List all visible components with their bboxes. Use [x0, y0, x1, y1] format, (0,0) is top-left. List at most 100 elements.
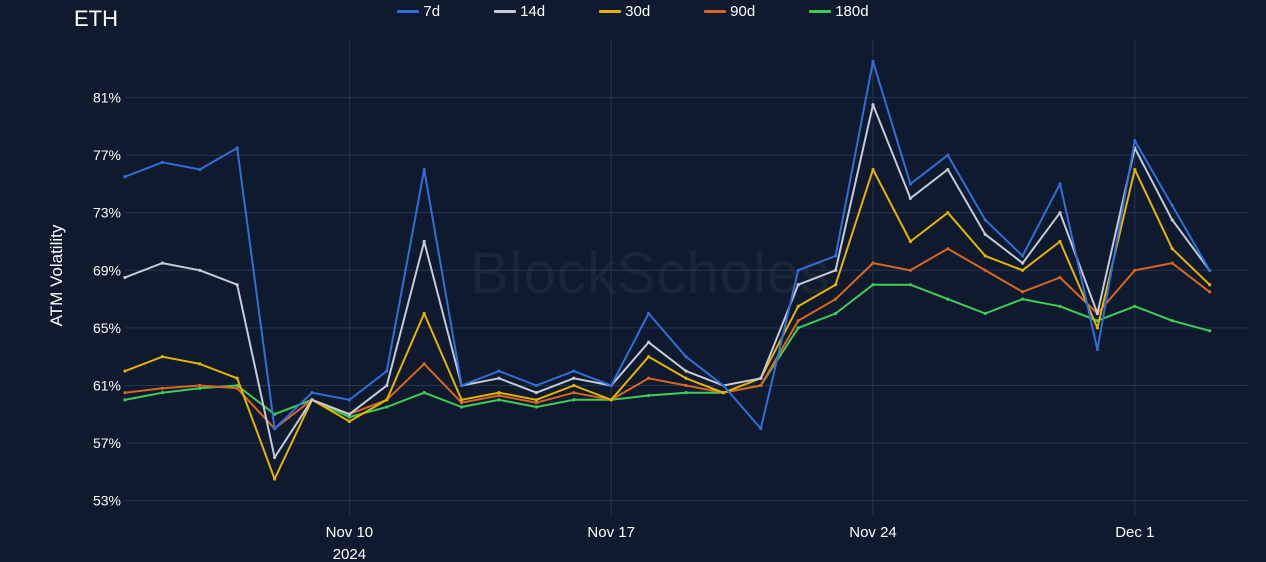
point-7d	[1095, 347, 1099, 352]
point-30d	[534, 398, 539, 402]
series-line-30d	[124, 168, 1211, 480]
point-180d	[235, 383, 239, 388]
point-7d	[347, 398, 351, 402]
legend-item-90d[interactable]: 90d	[704, 3, 755, 20]
point-30d	[946, 211, 950, 215]
point-7d	[534, 383, 539, 388]
point-180d	[796, 326, 800, 330]
y-tick-label: 57%	[93, 435, 121, 451]
point-14d	[1058, 211, 1062, 215]
point-7d	[198, 167, 202, 172]
point-7d	[1021, 254, 1025, 258]
point-180d	[871, 283, 875, 287]
point-7d	[759, 427, 763, 431]
point-7d	[160, 160, 164, 164]
point-30d	[497, 391, 501, 395]
legend-item-14d[interactable]: 14d	[494, 3, 545, 20]
point-30d	[160, 355, 164, 359]
legend-swatch-30d	[599, 9, 622, 13]
y-tick-label: 77%	[93, 147, 121, 163]
x-tick-label: Nov 17	[587, 524, 635, 541]
point-7d	[1133, 139, 1137, 143]
legend-item-7d[interactable]: 7d	[397, 3, 440, 20]
y-tick-label: 53%	[93, 493, 121, 509]
point-14d	[198, 268, 202, 272]
point-14d	[123, 275, 127, 280]
point-90d	[235, 386, 239, 390]
point-180d	[983, 311, 987, 316]
point-180d	[684, 391, 688, 395]
legend-item-180d[interactable]: 180d	[809, 3, 869, 20]
point-90d	[460, 401, 464, 405]
point-90d	[871, 261, 875, 265]
point-180d	[160, 391, 164, 395]
point-180d	[198, 386, 202, 390]
point-90d	[684, 383, 688, 388]
point-180d	[572, 398, 576, 402]
point-90d	[647, 376, 651, 380]
point-180d	[908, 283, 913, 287]
point-30d	[721, 391, 726, 395]
point-180d	[946, 297, 950, 301]
point-7d	[834, 254, 838, 258]
point-180d	[385, 405, 389, 409]
point-14d	[759, 376, 763, 380]
point-7d	[946, 153, 950, 157]
point-30d	[834, 283, 838, 287]
point-7d	[497, 369, 501, 373]
point-14d	[160, 261, 164, 265]
point-7d	[123, 175, 127, 179]
point-180d	[123, 398, 127, 402]
point-180d	[1058, 304, 1062, 308]
point-90d	[534, 401, 539, 405]
point-90d	[983, 268, 987, 272]
point-30d	[273, 477, 277, 481]
point-30d	[684, 376, 688, 380]
point-90d	[497, 393, 501, 398]
point-90d	[834, 297, 838, 301]
x-tick-label: Dec 1	[1115, 524, 1154, 541]
series-line-180d	[124, 283, 1211, 419]
point-14d	[235, 283, 239, 287]
series-line-14d	[124, 103, 1211, 459]
point-14d	[534, 391, 539, 395]
point-7d	[1208, 268, 1212, 272]
point-14d	[497, 376, 501, 380]
point-7d	[572, 369, 576, 373]
point-30d	[647, 355, 651, 359]
point-90d	[946, 247, 950, 251]
point-30d	[572, 383, 576, 388]
point-90d	[123, 391, 127, 395]
point-180d	[422, 391, 426, 395]
point-180d	[1208, 329, 1212, 333]
point-180d	[1133, 304, 1137, 308]
point-7d	[1058, 182, 1062, 186]
point-90d	[1208, 290, 1212, 294]
point-90d	[160, 386, 164, 390]
point-14d	[647, 340, 651, 344]
point-90d	[198, 383, 202, 388]
point-90d	[1058, 275, 1062, 280]
point-30d	[1133, 167, 1137, 172]
point-7d	[273, 427, 277, 431]
point-90d	[572, 391, 576, 395]
x-tick-year-label: 2024	[333, 546, 366, 562]
y-tick-label: 81%	[93, 90, 121, 106]
point-14d	[310, 398, 314, 402]
legend-label-30d: 30d	[625, 2, 651, 20]
point-30d	[422, 311, 426, 316]
point-7d	[647, 311, 651, 316]
point-14d	[385, 383, 389, 388]
point-14d	[1170, 218, 1174, 222]
point-7d	[609, 383, 613, 388]
point-7d	[983, 218, 987, 222]
legend-item-30d[interactable]: 30d	[599, 3, 650, 20]
y-tick-label: 65%	[93, 320, 121, 336]
series-line-7d	[124, 60, 1211, 430]
legend-label-14d: 14d	[520, 2, 546, 20]
point-30d	[609, 398, 613, 402]
point-14d	[684, 369, 688, 373]
point-7d	[235, 146, 239, 150]
